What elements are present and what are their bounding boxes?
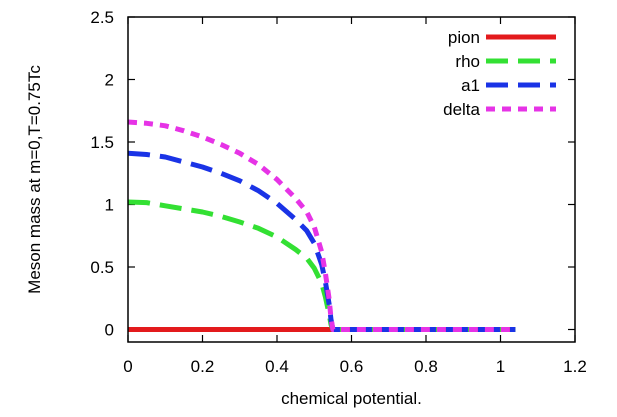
series-line-delta bbox=[127, 119, 516, 332]
x-tick-label: 1.2 bbox=[563, 357, 587, 376]
tick-marks bbox=[127, 16, 576, 342]
legend-label-a1: a1 bbox=[461, 76, 480, 95]
legend-label-pion: pion bbox=[448, 28, 480, 47]
x-tick-label: 0.8 bbox=[414, 357, 438, 376]
series-line-a1 bbox=[127, 150, 516, 332]
y-tick-label: 0.5 bbox=[90, 258, 114, 277]
x-tick-label: 1 bbox=[496, 357, 505, 376]
y-axis-title: Meson mass at m=0,T=0.75Tc bbox=[25, 65, 44, 294]
y-tick-label: 1.5 bbox=[90, 133, 114, 152]
y-tick-label: 2.5 bbox=[90, 8, 114, 27]
series-lines bbox=[127, 119, 516, 332]
legend: pion rho a1 delta bbox=[443, 28, 556, 119]
y-tick-label: 0 bbox=[105, 321, 114, 340]
x-tick-label: 0.4 bbox=[265, 357, 289, 376]
y-tick-label: 2 bbox=[105, 71, 114, 90]
x-tick-label: 0.2 bbox=[191, 357, 215, 376]
x-tick-label: 0 bbox=[123, 357, 132, 376]
legend-label-rho: rho bbox=[455, 52, 480, 71]
y-tick-label: 1 bbox=[105, 196, 114, 215]
y-tick-labels: 0 0.5 1 1.5 2 2.5 bbox=[90, 8, 114, 340]
x-tick-labels: 0 0.2 0.4 0.6 0.8 1 1.2 bbox=[123, 357, 587, 376]
legend-label-delta: delta bbox=[443, 100, 480, 119]
plot-area-frame bbox=[127, 16, 576, 343]
x-tick-label: 0.6 bbox=[340, 357, 364, 376]
x-axis-title: chemical potential. bbox=[281, 389, 422, 408]
